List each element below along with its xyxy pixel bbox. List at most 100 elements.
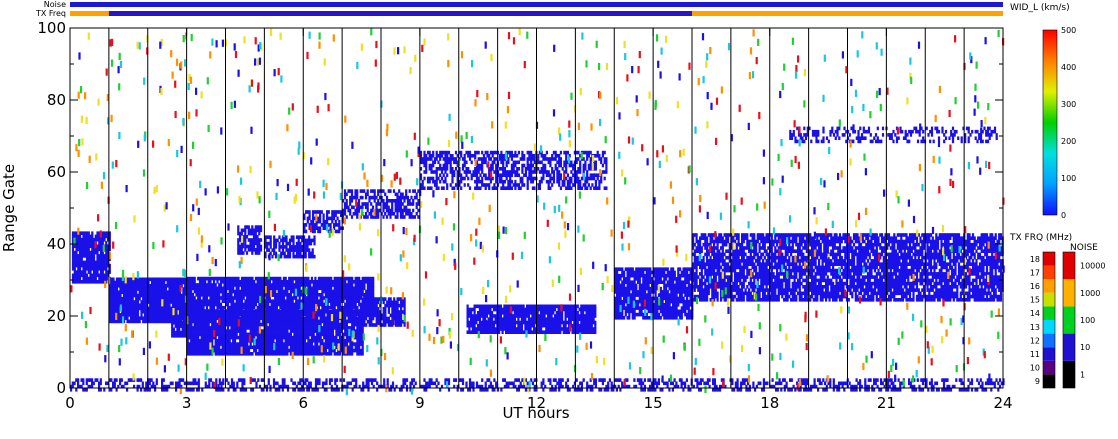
scatter-point	[218, 302, 221, 307]
scatter-point	[178, 306, 181, 311]
scatter-point	[147, 290, 150, 294]
scatter-point	[91, 257, 94, 261]
scatter-point	[180, 309, 183, 314]
scatter-point	[244, 248, 247, 252]
scatter-point	[216, 322, 219, 327]
scatter-point	[202, 296, 205, 300]
scatter-point	[500, 160, 503, 165]
scatter-point	[178, 324, 181, 328]
scatter-point	[171, 296, 175, 301]
scatter-point	[549, 173, 552, 177]
scatter-point	[289, 316, 292, 320]
scatter-point	[317, 313, 320, 317]
scatter-point	[269, 235, 272, 239]
scatter-point	[202, 348, 205, 353]
scatter-point	[358, 309, 361, 313]
scatter-point	[235, 296, 238, 300]
scatter-point	[115, 280, 119, 285]
scatter-point	[260, 293, 263, 297]
scatter-point	[244, 225, 247, 229]
scatter-point	[267, 289, 270, 294]
scatter-point	[277, 312, 280, 316]
scatter-point	[230, 319, 233, 324]
scatter-point	[82, 267, 85, 271]
scatter-point	[138, 319, 141, 324]
scatter-point	[254, 296, 258, 300]
scatter-point	[204, 345, 207, 350]
scatter-point	[342, 345, 345, 350]
scatter-point	[300, 293, 303, 297]
scatter-point	[303, 229, 306, 234]
scatter-point	[232, 332, 235, 337]
scatter-point	[247, 296, 251, 300]
scatter-point	[274, 326, 277, 330]
scatter-point	[260, 302, 263, 307]
scatter-point	[310, 299, 313, 303]
scatter-point	[324, 276, 327, 281]
scatter-point	[358, 286, 361, 291]
scatter-point	[423, 170, 426, 174]
scatter-point	[284, 293, 287, 297]
scatter-point	[311, 254, 314, 259]
scatter-point	[587, 183, 590, 187]
scatter-point	[282, 326, 285, 330]
scatter-point	[495, 150, 498, 155]
scatter-point	[310, 316, 313, 320]
scatter-point	[387, 323, 390, 327]
scatter-point	[91, 250, 94, 255]
scatter-point	[428, 179, 431, 184]
scatter-point	[251, 228, 254, 233]
scatter-point	[507, 157, 510, 161]
scatter-point	[370, 215, 373, 219]
scatter-point	[246, 335, 249, 340]
scatter-point	[228, 348, 231, 353]
scatter-point	[545, 150, 548, 155]
scatter-point	[303, 283, 306, 287]
scatter-point	[272, 302, 275, 307]
scatter-point	[164, 296, 168, 301]
scatter-point	[103, 267, 106, 271]
scatter-point	[307, 339, 310, 343]
scatter-point	[219, 286, 223, 291]
scatter-point	[365, 300, 368, 305]
scatter-point	[291, 299, 294, 303]
scatter-point	[145, 287, 148, 291]
scatter-point	[296, 335, 299, 340]
scatter-point	[211, 326, 214, 330]
scatter-point	[558, 160, 561, 165]
scatter-point	[288, 251, 292, 256]
scatter-point	[291, 312, 294, 316]
scatter-point	[321, 342, 324, 346]
scatter-point	[288, 241, 292, 246]
scatter-point	[264, 251, 267, 256]
scatter-point	[330, 345, 333, 350]
scatter-point	[140, 303, 143, 307]
scatter-point	[323, 329, 326, 333]
scatter-point	[345, 342, 348, 346]
scatter-point	[99, 276, 103, 281]
scatter-point	[584, 150, 587, 155]
scatter-point	[298, 312, 301, 316]
scatter-point	[289, 342, 292, 346]
scatter-point	[347, 280, 350, 284]
scatter-point	[312, 322, 315, 327]
scatter-point	[233, 312, 237, 316]
scatter-point	[161, 319, 164, 324]
scatter-point	[305, 329, 308, 333]
scatter-point	[396, 192, 399, 197]
scatter-point	[365, 303, 368, 308]
scatter-point	[336, 223, 339, 227]
scatter-point	[400, 320, 403, 324]
scatter-point	[254, 339, 258, 343]
scatter-point	[286, 302, 289, 307]
scatter-point	[247, 248, 250, 252]
scatter-point	[477, 157, 480, 161]
scatter-point	[358, 326, 361, 330]
scatter-point	[593, 163, 596, 168]
scatter-point	[197, 339, 200, 343]
scatter-point	[237, 348, 240, 353]
scatter-point	[296, 316, 299, 320]
scatter-point	[351, 345, 354, 350]
scatter-point	[437, 160, 440, 165]
scatter-point	[382, 189, 385, 193]
